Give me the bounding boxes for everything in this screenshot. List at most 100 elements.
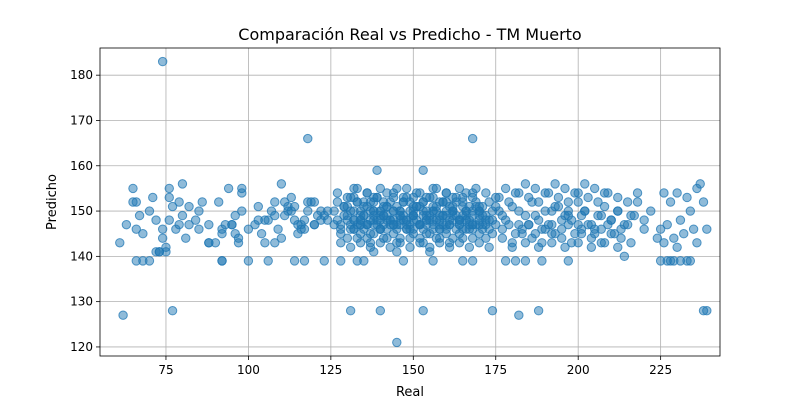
data-point — [375, 183, 386, 194]
x-tick-label: 125 — [319, 363, 342, 377]
data-point — [276, 179, 287, 189]
data-point — [586, 233, 597, 243]
data-point — [204, 238, 214, 248]
data-point — [204, 219, 214, 230]
data-point — [365, 238, 376, 248]
data-point — [514, 206, 524, 216]
data-point — [345, 306, 356, 316]
data-point — [194, 224, 204, 234]
data-point — [260, 238, 270, 248]
y-tick-label: 150 — [70, 204, 93, 218]
data-point — [372, 165, 382, 175]
data-point — [184, 201, 194, 212]
data-point — [599, 238, 610, 248]
data-point — [527, 233, 537, 243]
data-point — [336, 238, 346, 248]
data-point — [223, 183, 234, 194]
data-point — [138, 256, 148, 266]
data-point — [418, 197, 428, 207]
data-point — [540, 224, 550, 234]
data-point — [583, 192, 593, 203]
data-point — [230, 210, 240, 221]
data-point — [596, 210, 606, 221]
data-point — [421, 206, 432, 216]
data-point — [375, 306, 386, 316]
plot-frame — [99, 47, 721, 357]
data-point — [167, 306, 178, 316]
data-point — [520, 210, 531, 221]
data-point — [520, 256, 531, 266]
data-point — [167, 201, 178, 212]
data-point — [580, 179, 590, 189]
data-point — [359, 256, 369, 266]
data-point — [289, 256, 300, 266]
data-point — [322, 215, 333, 225]
data-point — [540, 188, 550, 198]
data-point — [309, 197, 320, 207]
data-point — [622, 219, 633, 230]
data-point — [467, 219, 478, 230]
data-point — [547, 238, 557, 248]
data-point — [613, 206, 623, 216]
data-point — [342, 201, 353, 212]
data-point — [550, 201, 560, 212]
data-point — [214, 197, 224, 207]
data-point — [547, 229, 557, 239]
data-point — [434, 224, 445, 234]
data-point — [362, 188, 372, 198]
data-point — [698, 197, 709, 207]
data-point — [675, 215, 686, 225]
data-point — [639, 224, 649, 234]
data-point — [557, 224, 567, 234]
data-point — [299, 256, 310, 266]
y-axis-label: Predicho — [45, 174, 60, 230]
data-point — [520, 238, 531, 248]
data-point — [685, 206, 696, 216]
y-tick-label: 160 — [70, 159, 93, 173]
data-points — [115, 56, 712, 348]
data-point — [151, 215, 161, 225]
data-point — [352, 233, 362, 243]
data-point — [217, 229, 227, 239]
data-point — [481, 188, 491, 198]
data-point — [369, 192, 379, 203]
data-point — [319, 256, 329, 266]
data-point — [444, 238, 455, 248]
data-point — [378, 233, 389, 243]
data-point — [599, 201, 610, 212]
data-point — [593, 197, 603, 207]
data-point — [177, 210, 188, 221]
data-point — [533, 197, 544, 207]
data-point — [243, 256, 254, 266]
data-point — [405, 233, 415, 243]
x-tick-label: 225 — [649, 363, 672, 377]
data-point — [418, 306, 428, 316]
data-point — [299, 215, 310, 225]
data-point — [408, 210, 418, 221]
data-point — [619, 251, 630, 262]
data-point — [497, 224, 508, 234]
data-point — [467, 233, 478, 243]
data-point — [339, 210, 349, 221]
data-point — [128, 197, 138, 207]
data-point — [174, 197, 184, 207]
data-point — [510, 256, 521, 266]
data-point — [599, 188, 610, 198]
data-point — [233, 233, 244, 243]
y-tick-label: 120 — [70, 340, 93, 354]
data-point — [194, 206, 204, 216]
data-point — [392, 337, 402, 348]
data-point — [606, 229, 616, 239]
data-point — [402, 215, 412, 225]
data-point — [181, 233, 191, 243]
data-point — [378, 197, 389, 207]
data-point — [448, 192, 458, 203]
y-tick-label: 140 — [70, 249, 93, 263]
data-point — [131, 224, 141, 234]
data-point — [530, 183, 541, 194]
data-point — [345, 224, 356, 234]
data-point — [164, 183, 174, 194]
data-point — [121, 219, 132, 230]
data-point — [405, 224, 415, 234]
data-point — [454, 215, 465, 225]
